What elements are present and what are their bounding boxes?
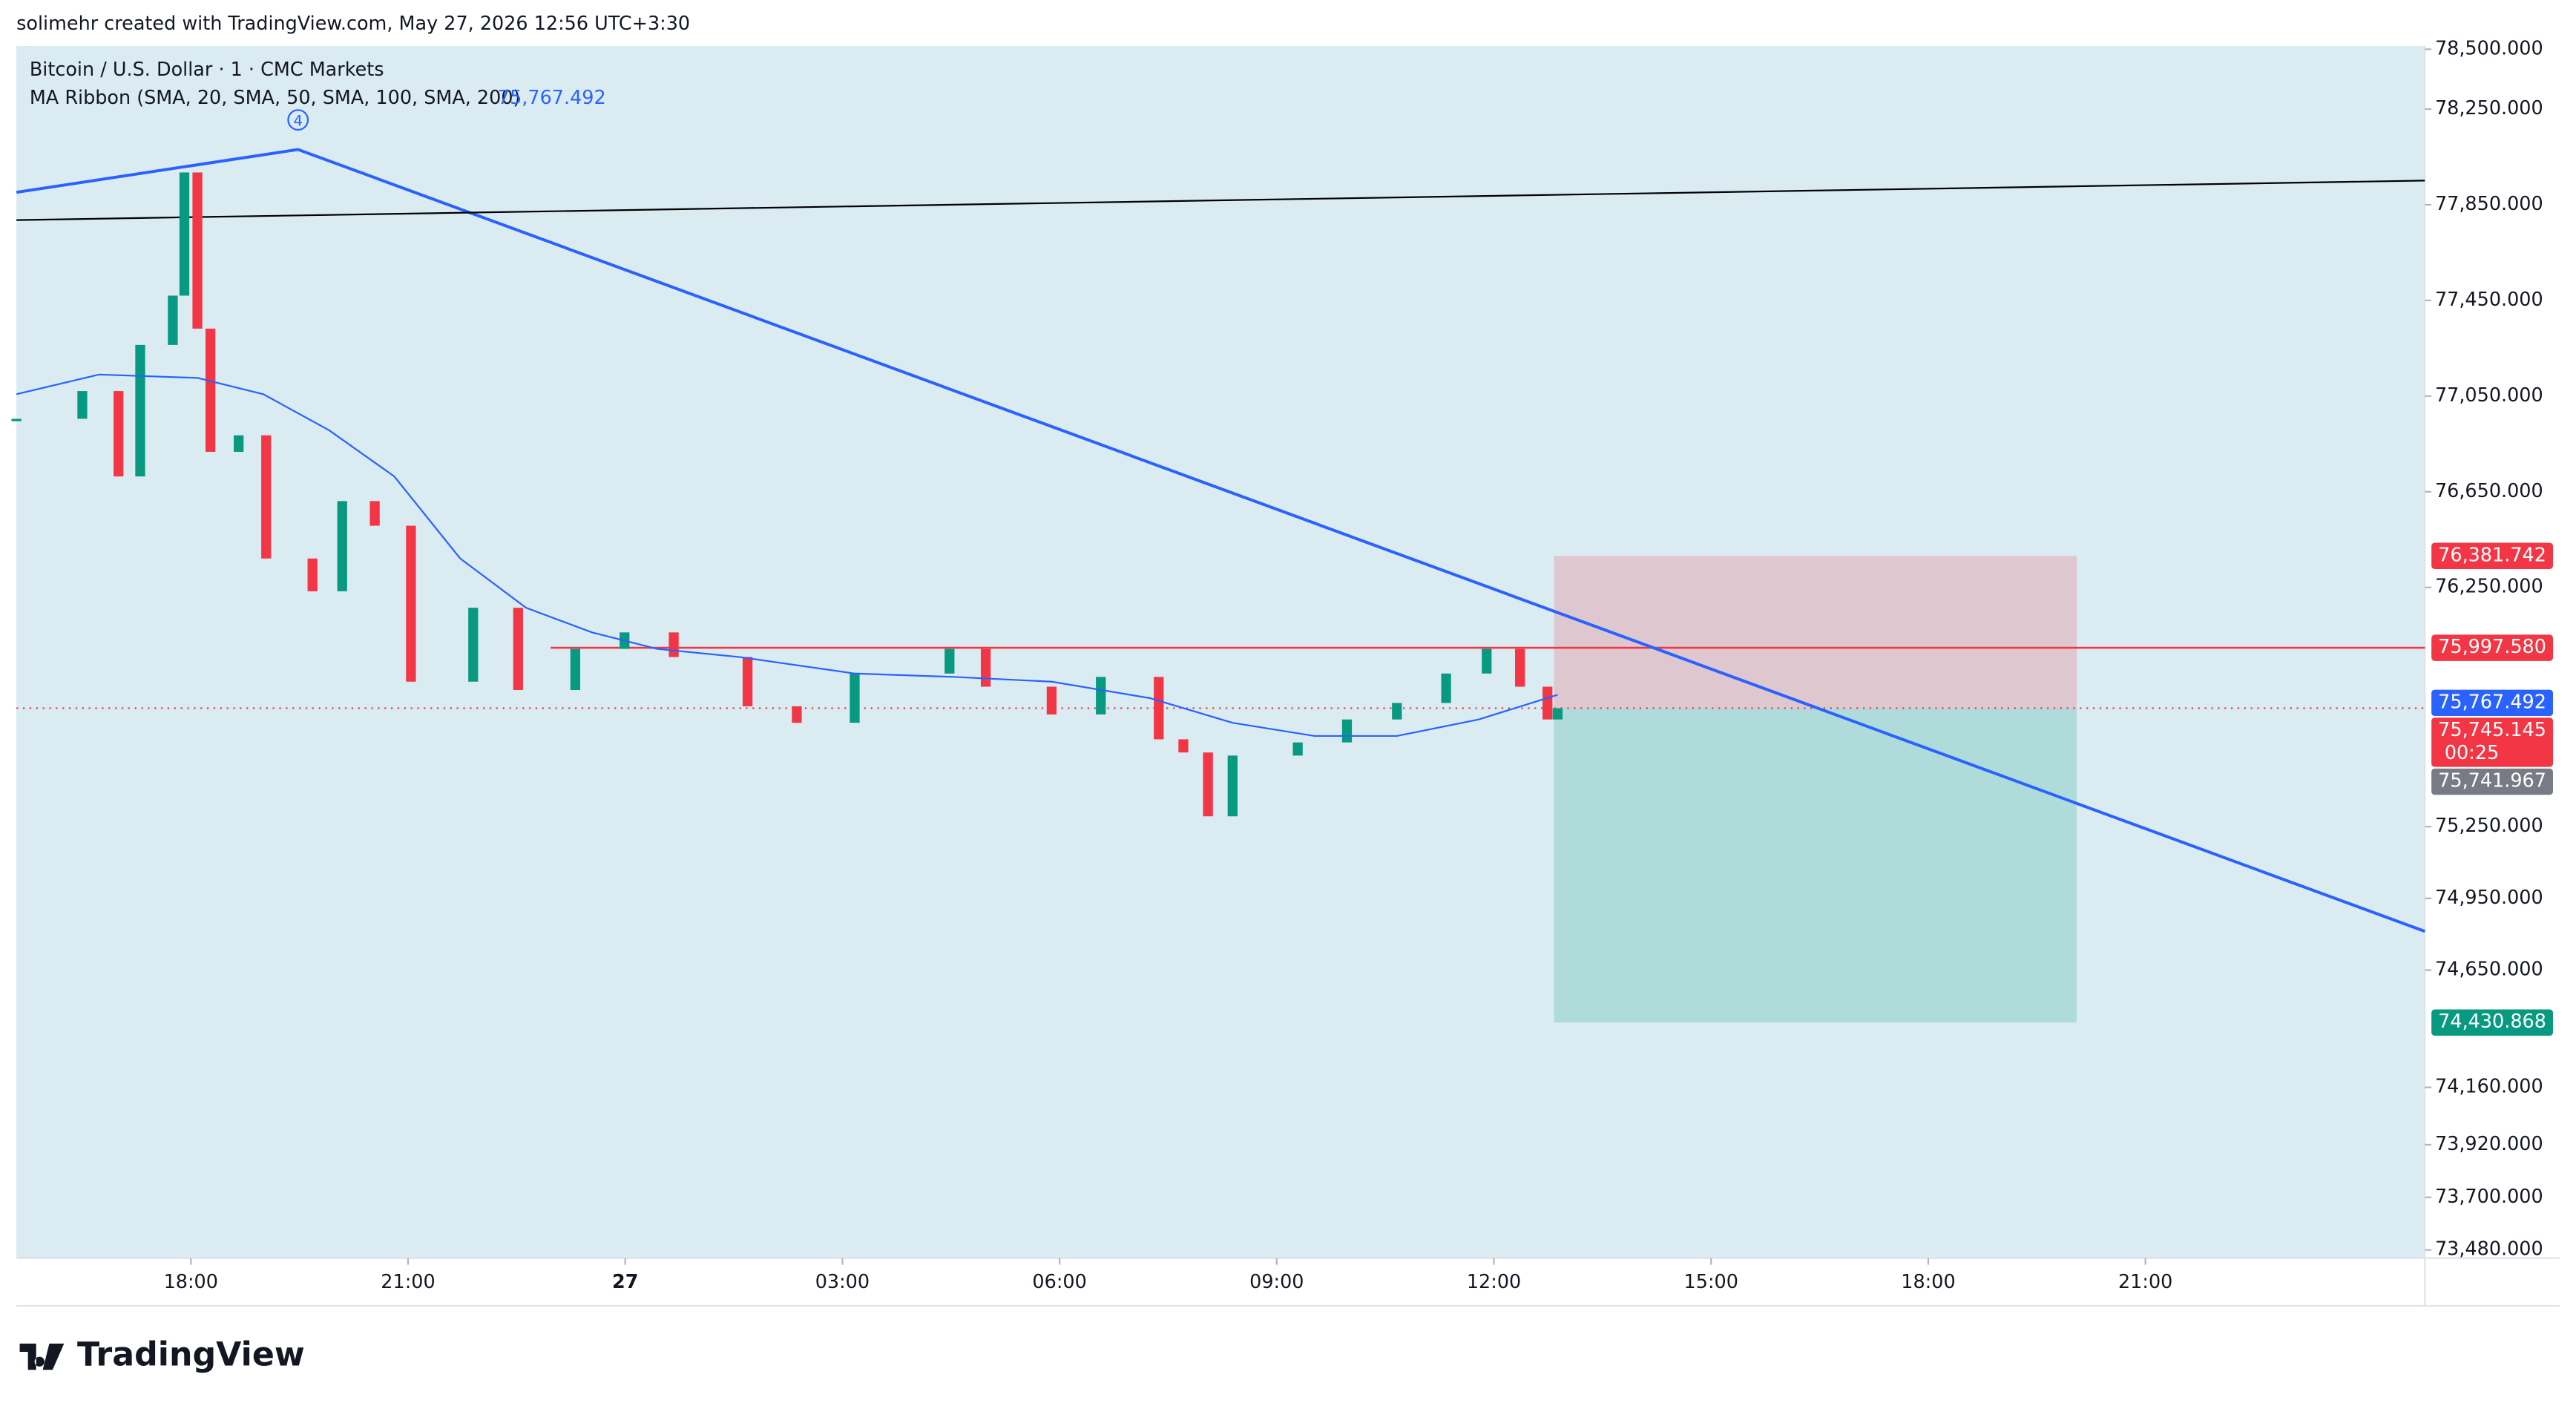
candle bbox=[1542, 686, 1553, 720]
candle bbox=[1203, 752, 1213, 817]
y-tick-label: 77,850.000 bbox=[2435, 193, 2543, 215]
candle bbox=[1096, 677, 1106, 715]
candle bbox=[205, 328, 216, 452]
candle bbox=[192, 172, 203, 329]
trendline bbox=[16, 180, 2425, 221]
y-tick-label: 78,500.000 bbox=[2435, 37, 2543, 59]
header: solimehr created with TradingView.com, M… bbox=[16, 13, 690, 35]
candle bbox=[135, 344, 145, 477]
x-tick-label: 18:00 bbox=[1901, 1271, 1955, 1293]
candle bbox=[1178, 739, 1189, 753]
price-tag bbox=[2431, 542, 2553, 569]
candle bbox=[513, 608, 523, 691]
stop-zone bbox=[1554, 556, 2077, 709]
legend-value: 75,767.492 bbox=[498, 87, 606, 109]
y-tick-label: 77,050.000 bbox=[2435, 384, 2543, 407]
chart-layer: 4 bbox=[11, 109, 2425, 1023]
candle bbox=[1046, 686, 1057, 715]
price-tag-label: 76,381.742 bbox=[2438, 544, 2546, 566]
candle bbox=[234, 435, 244, 452]
candle bbox=[77, 391, 88, 419]
ma-line bbox=[16, 373, 1558, 738]
candle bbox=[337, 501, 347, 591]
y-tick-label: 76,650.000 bbox=[2435, 480, 2543, 502]
chart-title: Bitcoin / U.S. Dollar · 1 · CMC Markets bbox=[30, 59, 384, 81]
candle bbox=[114, 391, 124, 477]
y-tick-label: 74,650.000 bbox=[2435, 959, 2543, 981]
candle bbox=[742, 657, 753, 706]
logo-text: TradingView bbox=[77, 1336, 305, 1374]
candle bbox=[944, 648, 955, 674]
candle bbox=[668, 632, 679, 657]
legend-entry: MA Ribbon (SMA, 20, SMA, 50, SMA, 100, S… bbox=[30, 87, 521, 109]
y-tick-label: 78,250.000 bbox=[2435, 97, 2543, 119]
price-tag bbox=[2431, 717, 2553, 767]
wave-marker bbox=[287, 109, 309, 131]
candle bbox=[1552, 708, 1563, 720]
candle bbox=[570, 648, 581, 691]
candle bbox=[1392, 703, 1402, 720]
candle bbox=[307, 558, 318, 591]
price-tag bbox=[2431, 1009, 2553, 1036]
wave-label: 4 bbox=[293, 112, 303, 129]
logo-mark bbox=[19, 1343, 65, 1370]
candle bbox=[1441, 673, 1451, 703]
price-tag-label: 74,430.868 bbox=[2438, 1011, 2546, 1033]
y-tick-label: 74,950.000 bbox=[2435, 887, 2543, 909]
price-tag bbox=[2431, 634, 2553, 661]
x-tick-label: 15:00 bbox=[1684, 1271, 1738, 1293]
price-tag bbox=[2431, 689, 2553, 716]
candle bbox=[792, 706, 802, 723]
countdown: 00:25 bbox=[2445, 742, 2499, 764]
plot-area bbox=[16, 45, 2425, 1258]
candle bbox=[850, 673, 860, 723]
y-tick-label: 77,450.000 bbox=[2435, 289, 2543, 311]
x-tick-label: 21:00 bbox=[381, 1271, 435, 1293]
logo: TradingView bbox=[19, 1336, 305, 1374]
price-tag-label: 75,997.580 bbox=[2438, 636, 2546, 658]
price-tag-label: 75,745.145 bbox=[2438, 719, 2546, 741]
y-tick-label: 75,250.000 bbox=[2435, 815, 2543, 837]
candle bbox=[406, 525, 416, 682]
candle bbox=[11, 418, 22, 421]
candle bbox=[980, 648, 991, 687]
price-tag bbox=[2431, 768, 2553, 795]
y-tick-label: 74,160.000 bbox=[2435, 1075, 2543, 1097]
price-tag-label: 75,767.492 bbox=[2438, 691, 2546, 713]
y-tick-label: 73,700.000 bbox=[2435, 1186, 2543, 1208]
candle bbox=[369, 501, 380, 526]
x-tick-label: 27 bbox=[612, 1271, 638, 1293]
candle bbox=[1227, 755, 1238, 817]
candle bbox=[179, 172, 190, 296]
x-tick-label: 21:00 bbox=[2118, 1271, 2172, 1293]
y-tick-label: 76,250.000 bbox=[2435, 576, 2543, 598]
candle bbox=[261, 435, 272, 559]
candle bbox=[1482, 648, 1492, 674]
x-tick-label: 09:00 bbox=[1249, 1271, 1304, 1293]
candle bbox=[1341, 719, 1353, 743]
x-tick-label: 18:00 bbox=[164, 1271, 218, 1293]
x-tick-label: 06:00 bbox=[1032, 1271, 1086, 1293]
y-tick-label: 73,920.000 bbox=[2435, 1133, 2543, 1155]
candle bbox=[168, 295, 178, 345]
x-tick-label: 03:00 bbox=[815, 1271, 870, 1293]
candle bbox=[1292, 742, 1303, 756]
target-zone bbox=[1554, 708, 2077, 1023]
price-tag-label: 75,741.967 bbox=[2438, 770, 2546, 792]
candle bbox=[1154, 677, 1164, 740]
candle bbox=[1515, 648, 1525, 687]
x-tick-label: 12:00 bbox=[1467, 1271, 1521, 1293]
trendline bbox=[16, 148, 2425, 933]
y-tick-label: 73,480.000 bbox=[2435, 1238, 2543, 1261]
candle bbox=[468, 608, 479, 682]
